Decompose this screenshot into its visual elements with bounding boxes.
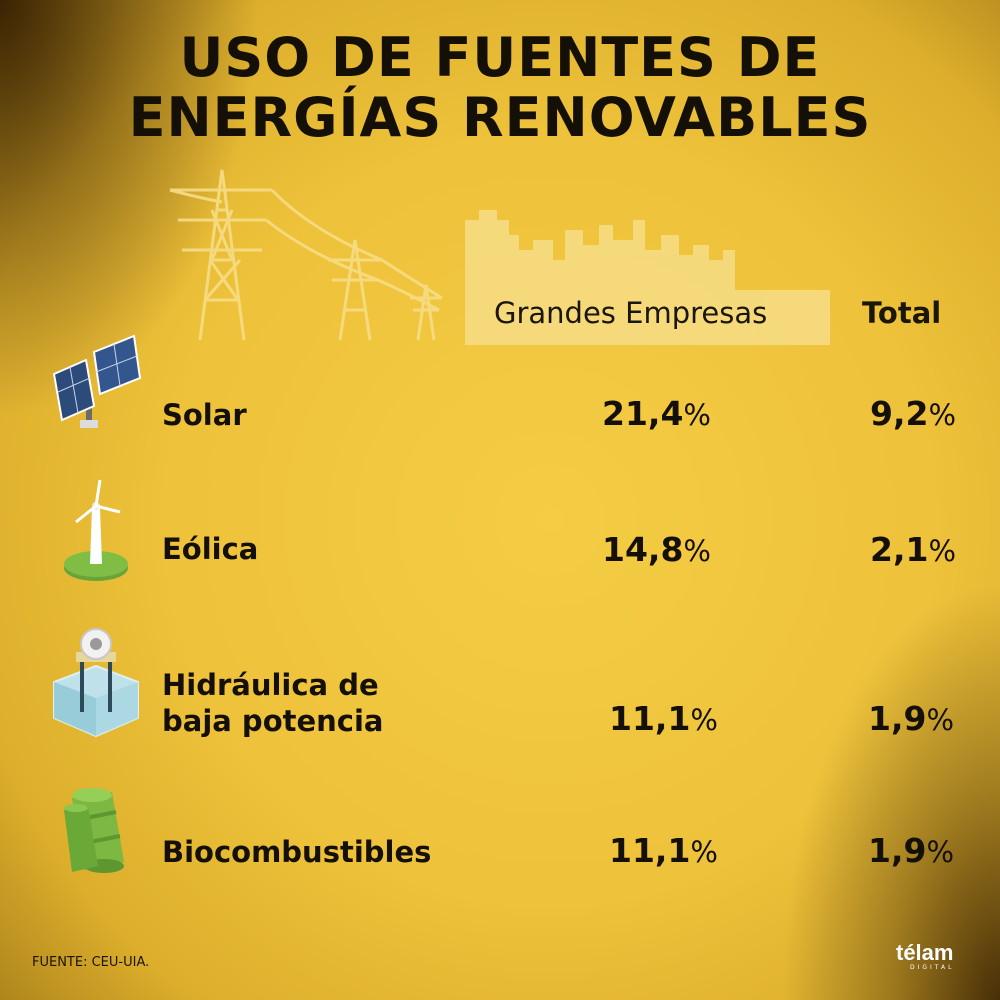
- page-title: USO DE FUENTES DE ENERGÍAS RENOVABLES: [0, 28, 1000, 148]
- value-total-eolica: 2,1%: [870, 530, 956, 569]
- percent-sign: %: [926, 835, 955, 869]
- source-note: FUENTE: CEU-UIA.: [32, 955, 150, 970]
- value-number: 11,1: [609, 699, 691, 738]
- column-header-grandes-empresas: Grandes Empresas: [494, 296, 768, 330]
- value-grandes-hidraulica: 11,1%: [609, 699, 718, 738]
- percent-sign: %: [928, 398, 957, 432]
- value-number: 11,1: [609, 831, 691, 870]
- power-lines-skyline-illustration: [169, 169, 830, 345]
- percent-sign: %: [683, 398, 711, 432]
- value-number: 21,4: [602, 394, 684, 433]
- row-label-hidraulica: Hidráulica de baja potencia: [162, 667, 384, 739]
- label-line: Biocombustibles: [162, 835, 432, 869]
- value-total-hidraulica: 1,9%: [868, 699, 954, 738]
- column-header-total: Total: [862, 296, 942, 330]
- corner-shadow: [780, 580, 1000, 1000]
- biofuel-barrel-icon: [64, 788, 124, 873]
- value-number: 9,2: [870, 394, 929, 433]
- value-total-biocombustibles: 1,9%: [868, 831, 954, 870]
- value-grandes-eolica: 14,8%: [602, 530, 711, 569]
- title-line: USO DE FUENTES DE: [179, 26, 821, 89]
- logo-name: télam: [896, 940, 954, 965]
- value-grandes-biocombustibles: 11,1%: [609, 831, 718, 870]
- hydro-turbine-icon: [53, 628, 139, 738]
- logo-subtitle: DIGITAL: [910, 964, 955, 971]
- percent-sign: %: [928, 534, 957, 568]
- percent-sign: %: [683, 534, 711, 568]
- label-line: baja potencia: [162, 704, 384, 738]
- value-number: 14,8: [602, 530, 684, 569]
- telam-logo: télam DIGITAL: [896, 940, 970, 971]
- label-line: Hidráulica de: [162, 668, 379, 702]
- wind-turbine-icon: [64, 479, 128, 581]
- label-line: Eólica: [162, 532, 259, 566]
- label-line: Solar: [162, 398, 247, 432]
- value-number: 2,1: [870, 530, 929, 569]
- row-label-eolica: Eólica: [162, 531, 258, 567]
- percent-sign: %: [690, 835, 718, 869]
- value-total-solar: 9,2%: [870, 394, 956, 433]
- percent-sign: %: [926, 703, 955, 737]
- row-label-biocombustibles: Biocombustibles: [162, 834, 431, 870]
- percent-sign: %: [690, 703, 718, 737]
- title-line: ENERGÍAS RENOVABLES: [128, 86, 872, 149]
- value-grandes-solar: 21,4%: [602, 394, 711, 433]
- value-number: 1,9: [868, 699, 927, 738]
- row-label-solar: Solar: [162, 397, 247, 433]
- value-number: 1,9: [868, 831, 927, 870]
- solar-panel-icon: [52, 334, 142, 428]
